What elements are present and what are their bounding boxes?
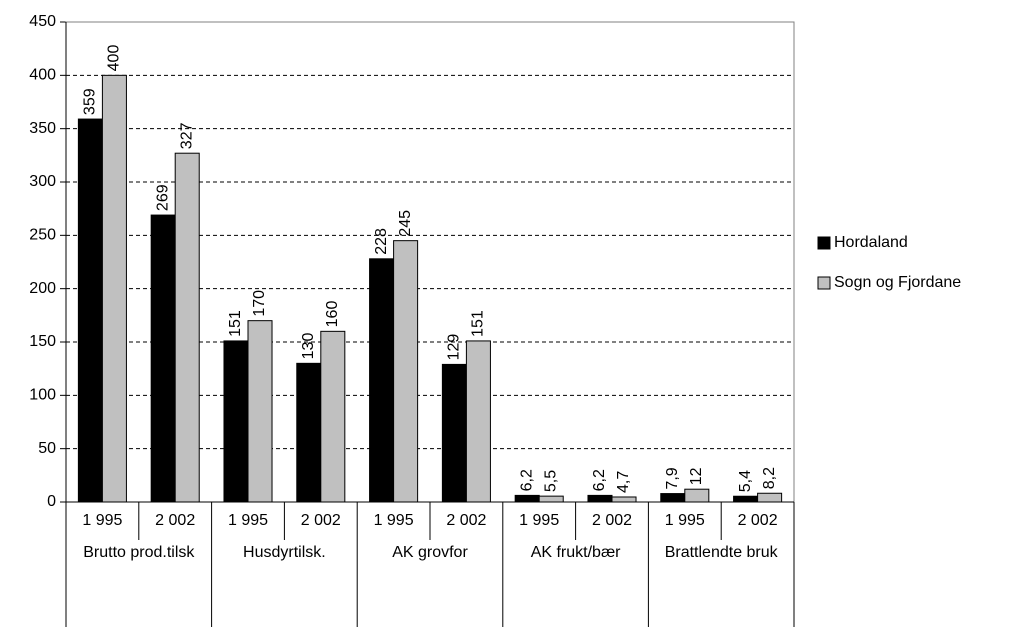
bar (77, 118, 103, 503)
group-label-box: Brattlendte bruk (664, 544, 778, 561)
bar (538, 495, 564, 503)
y-tick-label: 400 (29, 67, 56, 84)
value-label: 160 (324, 301, 341, 328)
group-label: AK grovfor (392, 544, 468, 561)
legend-label: Sogn og Fjordane (834, 274, 961, 291)
y-tick-label: 50 (38, 440, 56, 457)
value-label: 5,5 (542, 470, 559, 492)
bar (174, 152, 200, 503)
x-tick-label: 2 002 (446, 512, 486, 529)
bar (684, 488, 710, 503)
bar (587, 494, 613, 503)
bar (101, 74, 127, 503)
value-label: 359 (82, 88, 99, 115)
x-tick-label: 1 995 (228, 512, 268, 529)
value-label: 151 (470, 310, 487, 337)
y-tick-label: 0 (47, 493, 56, 510)
group-label-box: AK grovfor (392, 544, 468, 561)
bar (733, 495, 759, 503)
group-label-box: Husdyrtilsk. (243, 544, 326, 561)
value-label: 5,4 (737, 470, 754, 492)
y-tick-label: 300 (29, 173, 56, 190)
bar (369, 258, 395, 503)
x-tick-label: 1 995 (665, 512, 705, 529)
group-label: Husdyrtilsk. (243, 544, 326, 561)
value-label: 170 (251, 290, 268, 317)
bar (757, 492, 783, 503)
value-label: 130 (300, 333, 317, 360)
bar (223, 340, 249, 503)
value-label: 8,2 (761, 467, 778, 489)
value-label: 4,7 (615, 471, 632, 493)
bar (393, 240, 419, 503)
bar (441, 363, 467, 503)
group-label-box: AK frukt/bær (530, 544, 621, 561)
group-label-box: Brutto prod.tilsk (83, 544, 195, 561)
y-tick-label: 200 (29, 280, 56, 297)
group-label: Brattlendte bruk (664, 544, 778, 561)
x-tick-label: 1 995 (82, 512, 122, 529)
group-label: Brutto prod.tilsk (83, 544, 195, 561)
value-label: 245 (397, 210, 414, 237)
bar (465, 340, 491, 503)
bar (247, 320, 273, 503)
value-label: 12 (688, 467, 705, 485)
value-label: 269 (154, 184, 171, 211)
value-label: 151 (227, 310, 244, 337)
x-tick-label: 2 002 (301, 512, 341, 529)
bar (150, 214, 176, 503)
bar (320, 330, 346, 503)
value-label: 6,2 (591, 469, 608, 491)
x-tick-label: 2 002 (592, 512, 632, 529)
value-label: 400 (106, 45, 123, 72)
y-tick-label: 450 (29, 13, 56, 30)
x-tick-label: 1 995 (519, 512, 559, 529)
value-label: 228 (373, 228, 390, 255)
bar (660, 493, 686, 503)
legend-swatch (817, 276, 831, 290)
legend-swatch (817, 236, 831, 250)
value-label: 129 (446, 334, 463, 361)
value-label: 6,2 (518, 469, 535, 491)
x-tick-label: 1 995 (374, 512, 414, 529)
group-label: AK frukt/bær (530, 544, 621, 561)
legend-label: Hordaland (834, 234, 908, 251)
x-tick-label: 2 002 (738, 512, 778, 529)
value-label: 327 (178, 122, 195, 149)
x-tick-label: 2 002 (155, 512, 195, 529)
y-tick-label: 250 (29, 227, 56, 244)
y-tick-label: 350 (29, 120, 56, 137)
bar (611, 496, 637, 503)
y-tick-label: 150 (29, 333, 56, 350)
bar (514, 494, 540, 503)
y-tick-label: 100 (29, 387, 56, 404)
bar (296, 362, 322, 503)
value-label: 7,9 (664, 467, 681, 489)
